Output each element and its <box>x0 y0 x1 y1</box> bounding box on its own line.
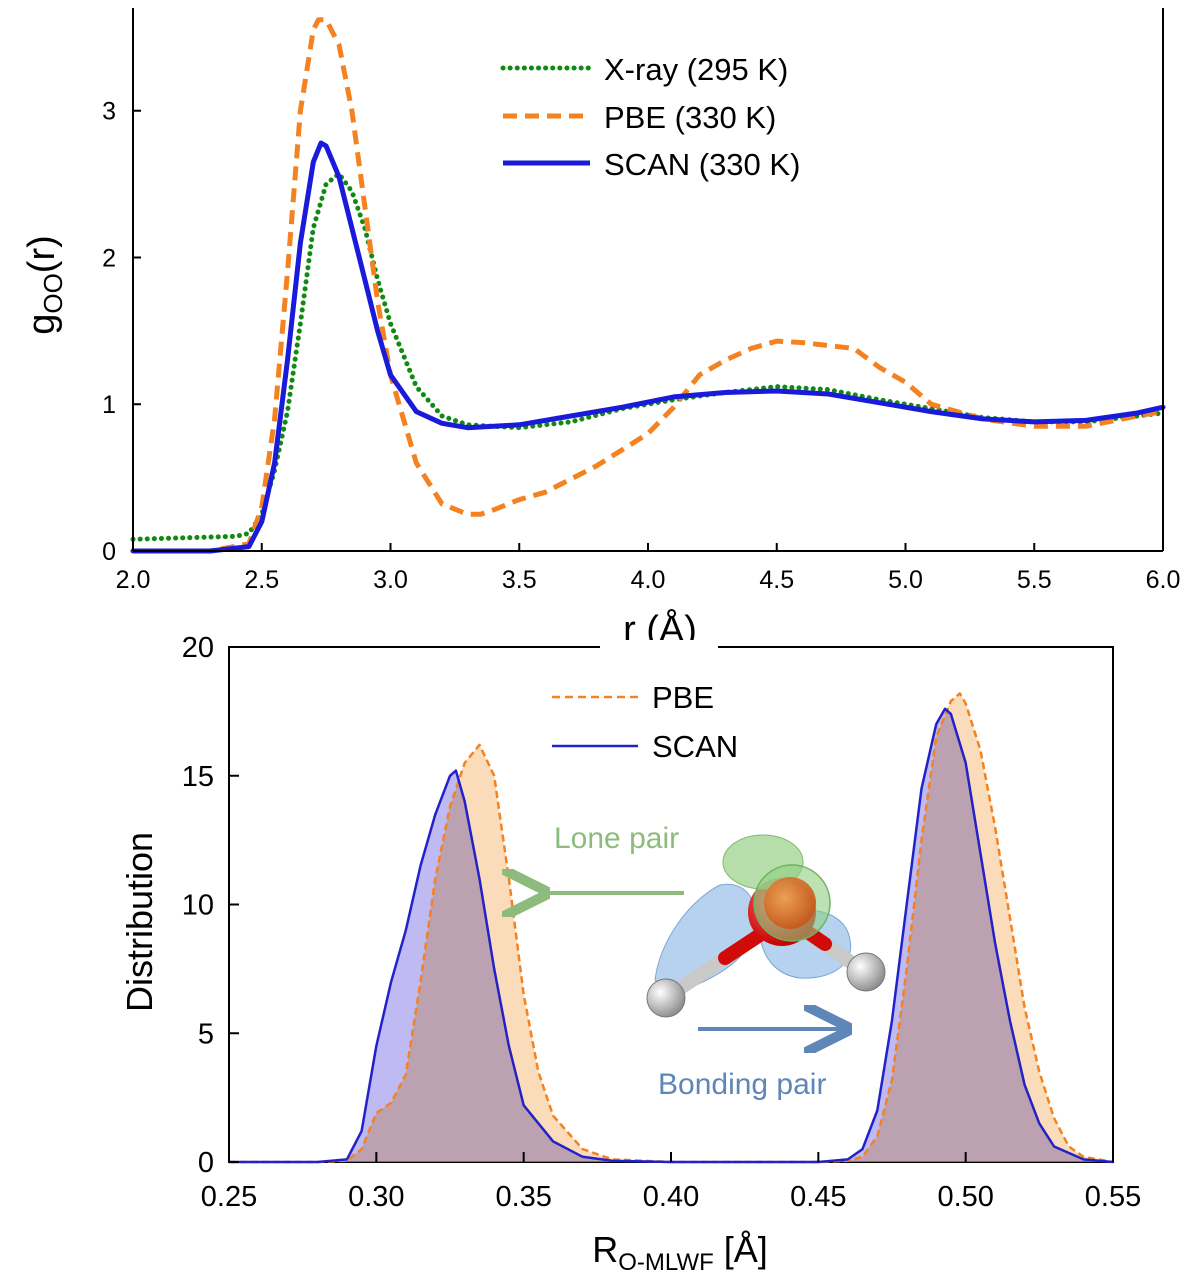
lone-pair-core <box>764 877 816 929</box>
top-x-tick-label: 2.5 <box>244 566 279 594</box>
top-x-tick-label: 3.0 <box>373 566 408 594</box>
bottom-x-tick-label: 0.45 <box>790 1181 846 1213</box>
bottom-x-tick-label: 0.50 <box>937 1181 993 1213</box>
bottom-legend-label-scan: SCAN <box>652 729 738 764</box>
bottom-x-tick-label: 0.35 <box>495 1181 551 1213</box>
top-x-tick-label: 6.0 <box>1146 566 1181 594</box>
bottom-y-tick-label: 10 <box>182 890 214 922</box>
top-chart: 2.0 2.5 3.0 3.5 4.0 4.5 5.0 5.5 6.0 0 1 2 3 gOO(r) X… <box>21 8 1180 651</box>
bottom-series-area-0 <box>229 693 1113 1162</box>
hydrogen-atom-right <box>846 952 886 992</box>
bottom-label-gap <box>600 640 718 654</box>
top-x-tick-label: 3.5 <box>502 566 537 594</box>
bottom-x-tick-label: 0.25 <box>201 1181 257 1213</box>
lone-pair-label: Lone pair <box>554 822 679 855</box>
top-x-tick-label: 5.0 <box>888 566 923 594</box>
top-legend: X-ray (295 K) PBE (330 K) SCAN (330 K) <box>500 52 800 182</box>
top-series-group <box>130 17 1166 554</box>
top-series-line-1 <box>133 17 1164 554</box>
bottom-chart: 0.25 0.30 0.35 0.40 0.45 0.50 0.55 0 5 10 15 20 Dis… <box>119 632 1141 1276</box>
bottom-legend: PBE SCAN <box>552 680 738 764</box>
top-y-tick-label: 0 <box>102 538 116 566</box>
bottom-y-tick-label: 0 <box>198 1147 214 1179</box>
top-x-tick-label: 2.0 <box>116 566 151 594</box>
top-ticks-group: 2.0 2.5 3.0 3.5 4.0 4.5 5.0 5.5 6.0 0 1 2 3 <box>102 98 1180 594</box>
hydrogen-atom-left <box>646 978 686 1018</box>
top-series-line-0 <box>130 171 1166 542</box>
bonding-pair-label: Bonding pair <box>658 1068 826 1101</box>
bottom-legend-label-pbe: PBE <box>652 680 714 715</box>
bottom-y-tick-label: 20 <box>182 632 214 664</box>
bottom-x-axis-label: RO-MLWF [Å] <box>592 1229 768 1276</box>
top-x-tick-label: 4.5 <box>759 566 794 594</box>
bonding-pair-lobe-left <box>654 883 757 996</box>
top-y-label-suffix: (r) <box>21 235 63 273</box>
bottom-y-axis-label: Distribution <box>119 832 160 1012</box>
top-y-tick-label: 2 <box>102 244 116 272</box>
bottom-series-line-0 <box>229 692 1114 1164</box>
top-y-label-sub: OO <box>38 273 68 313</box>
top-legend-label-pbe: PBE (330 K) <box>604 100 776 135</box>
top-y-label-main: g <box>21 314 63 335</box>
bottom-x-tick-label: 0.55 <box>1085 1181 1141 1213</box>
top-x-tick-label: 4.0 <box>631 566 666 594</box>
bottom-x-label-main: R <box>592 1229 618 1270</box>
bottom-y-tick-label: 15 <box>182 761 214 793</box>
water-molecule-illustration <box>646 834 886 1018</box>
bottom-x-tick-label: 0.30 <box>348 1181 404 1213</box>
bottom-ticks-group: 0.25 0.30 0.35 0.40 0.45 0.50 0.55 0 5 10 15 20 <box>182 632 1141 1213</box>
top-legend-label-scan: SCAN (330 K) <box>604 147 800 182</box>
top-legend-label-xray: X-ray (295 K) <box>604 52 788 87</box>
top-y-tick-label: 3 <box>102 98 116 126</box>
top-y-axis-label: gOO(r) <box>21 235 68 335</box>
bottom-y-tick-label: 5 <box>198 1018 214 1050</box>
bottom-x-label-sub: O-MLWF <box>618 1249 714 1276</box>
top-x-tick-label: 5.5 <box>1017 566 1052 594</box>
top-series-line-2 <box>130 140 1166 554</box>
bottom-x-tick-label: 0.40 <box>643 1181 699 1213</box>
bottom-x-label-suffix: [Å] <box>714 1229 768 1270</box>
top-y-tick-label: 1 <box>102 391 116 419</box>
